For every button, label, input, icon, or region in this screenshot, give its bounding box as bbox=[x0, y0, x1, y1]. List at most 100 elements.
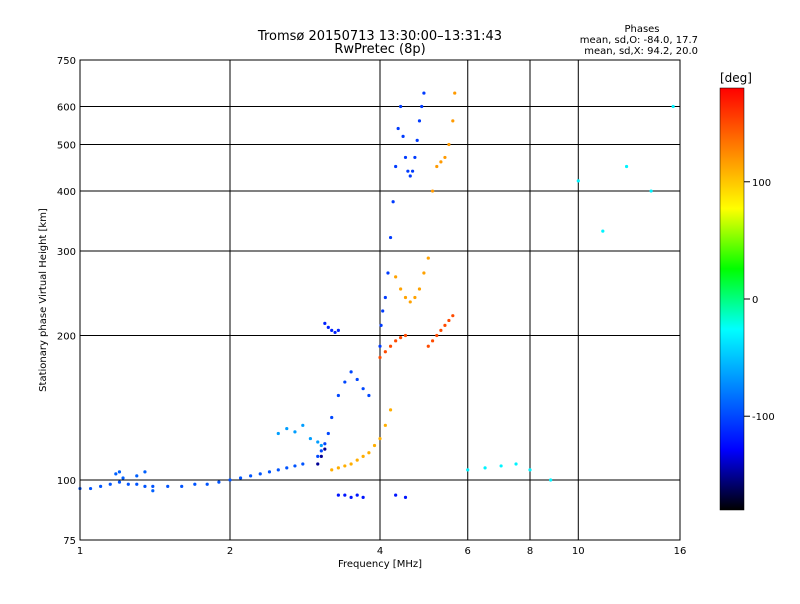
echo-point-1-4 bbox=[143, 470, 147, 474]
echo-point-5-13 bbox=[408, 174, 412, 178]
phase-stats-x: mean, sd,X: 94.2, 20.0 bbox=[584, 46, 698, 57]
echo-point-11-0 bbox=[426, 344, 430, 348]
echo-point-5-12 bbox=[406, 169, 410, 173]
echo-point-8-4 bbox=[413, 295, 417, 300]
echo-point-2-4 bbox=[308, 436, 313, 441]
echo-point-6-3 bbox=[333, 330, 337, 335]
echo-point-2-2 bbox=[293, 430, 297, 434]
echo-point-8-0 bbox=[394, 275, 398, 279]
echo-point-4-0 bbox=[316, 462, 320, 466]
echo-point-9-5 bbox=[451, 119, 455, 123]
echo-point-0-12 bbox=[205, 482, 209, 486]
phase-stats-title: Phases bbox=[624, 24, 659, 35]
echo-point-10-4 bbox=[399, 336, 403, 340]
x-tick-label-0: 1 bbox=[77, 546, 83, 557]
echo-point-0-5 bbox=[126, 482, 130, 486]
echo-point-8-3 bbox=[408, 300, 412, 304]
echo-point-9-1 bbox=[435, 164, 439, 169]
echo-point-13-5 bbox=[549, 478, 553, 482]
echo-point-0-1 bbox=[88, 486, 93, 491]
echo-point-5-0 bbox=[378, 344, 382, 348]
echo-point-3-1 bbox=[319, 449, 323, 453]
echo-point-5-15 bbox=[413, 155, 417, 160]
echo-point-13-8 bbox=[624, 164, 629, 169]
echo-point-12-2 bbox=[349, 495, 353, 500]
echo-point-13-3 bbox=[514, 462, 518, 466]
echo-point-13-1 bbox=[483, 466, 487, 470]
colorbar-ticks: 100 0 -100 bbox=[744, 178, 775, 423]
echo-point-0-18 bbox=[267, 470, 272, 474]
echo-point-3-10 bbox=[367, 393, 371, 398]
echo-point-0-20 bbox=[285, 466, 289, 470]
echo-point-3-9 bbox=[361, 387, 365, 391]
echo-point-12-3 bbox=[355, 493, 359, 497]
y-tick-label-6: 600 bbox=[57, 103, 76, 114]
echo-point-0-8 bbox=[151, 484, 155, 488]
echo-point-5-6 bbox=[391, 200, 395, 204]
echo-point-2-1 bbox=[285, 426, 289, 431]
echo-point-0-10 bbox=[180, 484, 184, 488]
echo-point-8-2 bbox=[403, 295, 408, 300]
colorbar-tick-label-0: 100 bbox=[752, 178, 771, 189]
echo-point-9-0 bbox=[430, 189, 435, 193]
echo-point-5-4 bbox=[386, 271, 390, 275]
echo-point-13-6 bbox=[576, 179, 580, 183]
echo-point-7-8 bbox=[378, 436, 382, 441]
echo-point-5-19 bbox=[422, 91, 426, 95]
y-tick-label-1: 100 bbox=[57, 476, 76, 487]
echo-point-13-2 bbox=[499, 464, 503, 468]
echo-point-12-1 bbox=[343, 493, 347, 497]
echo-point-7-0 bbox=[330, 468, 334, 472]
y-tick-label-7: 750 bbox=[57, 56, 76, 67]
echo-point-12-5 bbox=[394, 493, 398, 497]
echo-point-10-5 bbox=[403, 333, 408, 338]
echo-point-3-2 bbox=[323, 442, 327, 446]
echo-point-2-3 bbox=[301, 423, 305, 427]
echo-points bbox=[78, 91, 675, 500]
echo-point-11-1 bbox=[430, 339, 435, 343]
echo-point-5-9 bbox=[399, 104, 403, 109]
echo-point-11-6 bbox=[451, 314, 455, 318]
echo-point-0-3 bbox=[108, 482, 112, 486]
x-tick-label-1: 2 bbox=[227, 546, 233, 557]
echo-point-5-18 bbox=[420, 104, 424, 109]
echo-point-12-0 bbox=[336, 493, 340, 497]
plot-frame bbox=[79, 59, 681, 541]
chart-title: Tromsø 20150713 13:30:00–13:31:43 bbox=[257, 29, 502, 44]
echo-point-5-7 bbox=[394, 164, 398, 169]
echo-point-11-2 bbox=[435, 333, 439, 338]
echo-point-12-6 bbox=[403, 495, 408, 500]
echo-point-5-11 bbox=[403, 155, 408, 160]
echo-point-9-6 bbox=[453, 91, 457, 95]
echo-point-1-1 bbox=[117, 470, 122, 474]
echo-point-3-3 bbox=[326, 431, 330, 436]
grid-lines bbox=[79, 59, 681, 541]
chart-subtitle: RwPretec (8p) bbox=[334, 42, 425, 57]
echo-point-0-16 bbox=[249, 474, 253, 478]
echo-point-7-10 bbox=[388, 408, 393, 412]
echo-point-1-5 bbox=[151, 489, 155, 493]
echo-point-13-4 bbox=[528, 468, 532, 472]
echo-point-5-1 bbox=[379, 323, 383, 327]
echo-point-7-6 bbox=[367, 451, 371, 455]
colorbar-tick-label-1: 0 bbox=[752, 295, 758, 306]
echo-point-1-3 bbox=[135, 474, 139, 478]
echo-point-5-14 bbox=[410, 169, 415, 173]
echo-point-0-9 bbox=[166, 484, 170, 488]
echo-point-11-3 bbox=[439, 328, 443, 332]
x-tick-label-6: 16 bbox=[674, 546, 687, 557]
x-tick-label-4: 8 bbox=[527, 546, 533, 557]
echo-point-1-2 bbox=[121, 476, 125, 480]
echo-point-5-16 bbox=[415, 138, 419, 142]
echo-point-5-2 bbox=[381, 309, 385, 313]
echo-point-11-4 bbox=[443, 323, 447, 327]
echo-point-0-15 bbox=[238, 476, 243, 480]
echo-point-9-3 bbox=[443, 155, 447, 160]
echo-point-0-7 bbox=[143, 484, 147, 488]
echo-point-3-5 bbox=[336, 393, 340, 398]
echo-point-3-8 bbox=[355, 377, 359, 382]
y-tick-label-0: 75 bbox=[63, 536, 76, 547]
colorbar-tick-label-2: -100 bbox=[752, 412, 775, 423]
